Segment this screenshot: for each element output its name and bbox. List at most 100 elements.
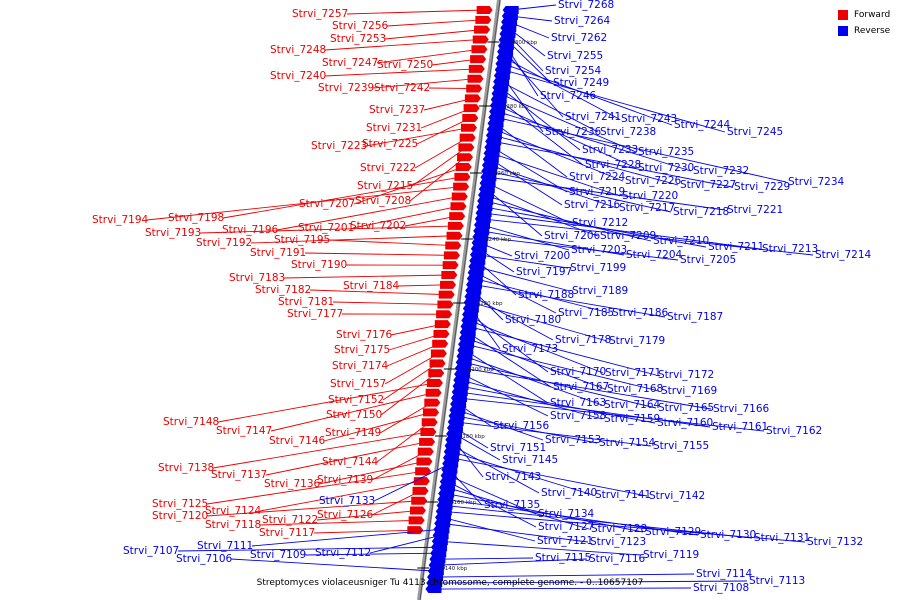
- reverse-gene-label: Strvi_7127: [538, 521, 594, 533]
- forward-gene-label: Strvi_7144: [322, 456, 379, 468]
- forward-gene-arrow: [460, 123, 477, 132]
- reverse-connector: [504, 57, 620, 120]
- reverse-gene-label: Strvi_7119: [643, 549, 699, 561]
- reverse-gene-label: Strvi_7178: [555, 334, 611, 346]
- forward-connector: [304, 252, 452, 256]
- chromosome-axis: [417, 0, 501, 600]
- reverse-connector: [452, 445, 540, 494]
- reverse-connector: [487, 182, 571, 224]
- reverse-connector: [471, 302, 608, 342]
- reverse-gene-label: Strvi_7233: [582, 144, 638, 156]
- reverse-connector: [230, 558, 436, 572]
- forward-swatch: [838, 10, 848, 20]
- scale-tick-label: 8300 kbp: [511, 40, 537, 46]
- reverse-connector: [503, 63, 673, 126]
- forward-gene-label: Strvi_7202: [350, 220, 406, 232]
- reverse-gene-label: Strvi_7164: [604, 399, 661, 411]
- reverse-connector: [499, 93, 637, 153]
- forward-gene-label: Strvi_7183: [229, 272, 285, 284]
- reverse-gene-label: Strvi_7224: [569, 171, 626, 183]
- forward-gene-label: Strvi_7137: [211, 469, 267, 481]
- forward-gene-label: Strvi_7191: [250, 247, 306, 259]
- reverse-gene-label: Strvi_7166: [713, 403, 770, 415]
- forward-connector: [384, 29, 483, 40]
- forward-connector: [420, 107, 472, 129]
- forward-gene-label: Strvi_7139: [317, 474, 373, 486]
- reverse-gene-label: Strvi_7107: [123, 545, 179, 557]
- reverse-connector: [456, 415, 598, 444]
- reverse-connector: [469, 314, 549, 373]
- reverse-connector: [465, 343, 660, 392]
- scale-tick-label: 8220 kbp: [477, 301, 503, 307]
- reverse-connector: [484, 206, 707, 248]
- forward-connector: [217, 382, 436, 423]
- reverse-gene-label: Strvi_7170: [550, 366, 606, 378]
- reverse-gene-label: Strvi_7169: [661, 385, 717, 397]
- forward-connector: [384, 353, 440, 385]
- reverse-gene-label: Strvi_7156: [493, 420, 550, 432]
- reverse-connector: [500, 87, 581, 151]
- forward-gene-label: Strvi_7117: [259, 527, 315, 539]
- reverse-gene-label: Strvi_7217: [619, 202, 675, 214]
- forward-connector: [324, 38, 481, 51]
- reverse-gene-label: Strvi_7165: [658, 402, 714, 414]
- forward-gene-label: Strvi_7247: [322, 57, 378, 69]
- reverse-gene-label: Strvi_7241: [565, 111, 621, 123]
- reverse-connector: [489, 170, 672, 213]
- reverse-connector: [447, 481, 537, 528]
- reverse-gene-label: Strvi_7185: [558, 307, 614, 319]
- forward-gene-label: Strvi_7237: [369, 104, 425, 116]
- reverse-connector: [304, 552, 439, 556]
- forward-connector: [431, 58, 479, 66]
- reverse-connector: [369, 534, 441, 554]
- forward-connector: [409, 156, 466, 202]
- reverse-connector: [436, 558, 588, 566]
- forward-connector: [199, 225, 456, 234]
- reverse-connector: [508, 27, 546, 57]
- forward-connector: [316, 510, 418, 521]
- forward-connector: [270, 392, 434, 432]
- reverse-connector: [472, 296, 554, 341]
- reverse-gene-label: Strvi_7268: [558, 0, 614, 11]
- forward-gene-label: Strvi_7195: [274, 234, 330, 246]
- forward-connector: [265, 441, 428, 476]
- reverse-gene-label: Strvi_7249: [553, 77, 609, 89]
- reverse-gene-label: Strvi_7238: [600, 126, 656, 138]
- reverse-gene-label: Strvi_7155: [653, 440, 709, 452]
- scale-tick-label: 8140 kbp: [441, 566, 467, 572]
- reverse-gene-label: Strvi_7188: [518, 289, 574, 301]
- forward-gene-label: Strvi_7148: [163, 416, 219, 428]
- forward-connector: [382, 362, 438, 401]
- reverse-connector: [458, 397, 765, 432]
- reverse-connector: [435, 573, 695, 578]
- reverse-gene-label: Strvi_7163: [550, 397, 606, 409]
- forward-gene-label: Strvi_7225: [362, 138, 418, 150]
- reverse-gene-label: Strvi_7187: [667, 311, 723, 323]
- reverse-gene-label: Strvi_7216: [564, 199, 621, 211]
- forward-gene-label: Strvi_7257: [292, 8, 348, 20]
- reverse-connector: [468, 325, 657, 376]
- reverse-connector: [453, 439, 484, 478]
- reverse-connector: [433, 587, 692, 590]
- reverse-connector: [497, 111, 692, 172]
- reverse-gene-label: Strvi_7199: [570, 262, 626, 274]
- reverse-connector: [450, 457, 648, 497]
- reverse-swatch: [838, 26, 848, 36]
- forward-connector: [428, 87, 475, 89]
- forward-connector: [376, 421, 430, 463]
- reverse-connector: [482, 218, 814, 256]
- reverse-connector: [373, 463, 451, 502]
- reverse-connector: [455, 421, 652, 447]
- forward-connector: [388, 333, 442, 351]
- reverse-gene-label: Strvi_7159: [604, 413, 660, 425]
- reverse-connector: [506, 39, 552, 84]
- reverse-gene-label: Strvi_7264: [554, 15, 611, 27]
- scale-tick-label: 8240 kbp: [485, 237, 511, 243]
- reverse-connector: [495, 123, 568, 178]
- reverse-gene-label: Strvi_7115: [535, 552, 591, 564]
- forward-connector: [250, 235, 455, 244]
- reverse-gene-label: Strvi_7135: [484, 499, 540, 511]
- forward-connector: [206, 470, 424, 505]
- reverse-connector: [461, 373, 549, 417]
